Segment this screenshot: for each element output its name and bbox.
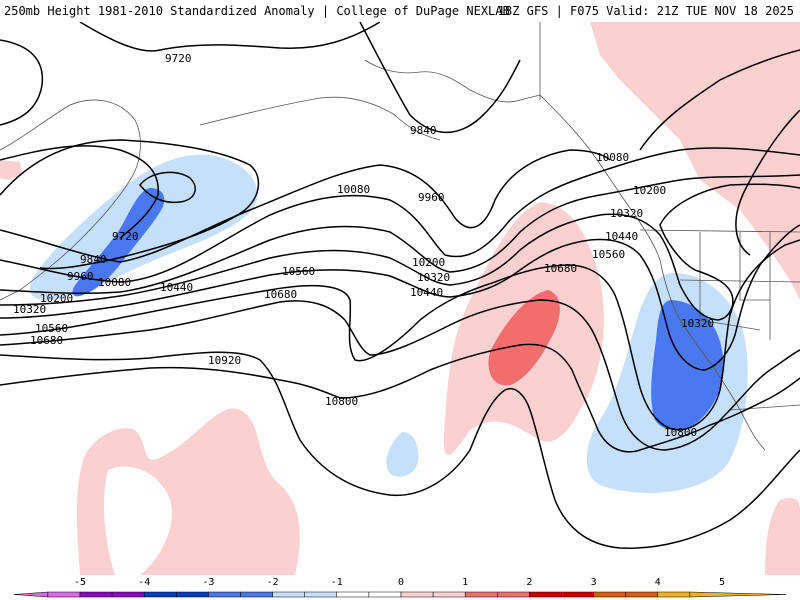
contour-label-9840: 9840 <box>410 124 437 137</box>
contour-label-10560: 10560 <box>282 265 315 278</box>
colorbar-tick-label: 4 <box>655 577 661 588</box>
contour-label-10680: 10680 <box>264 288 297 301</box>
contour-9960 <box>0 149 611 263</box>
colorbar-swatch <box>240 591 273 598</box>
model-run-info: 18Z GFS | F075 Valid: 21Z TUE NOV 18 202… <box>497 4 794 18</box>
colorbar-tick-label: 2 <box>526 577 532 588</box>
contour-label-9960: 9960 <box>418 191 445 204</box>
contour-label-10320: 10320 <box>13 303 46 316</box>
colorbar-tick-label: -5 <box>74 577 86 588</box>
colorbar-swatch <box>304 591 338 598</box>
colorbar-tick-label: -2 <box>267 577 279 588</box>
contour-label-10440: 10440 <box>605 230 638 243</box>
colorbar-swatch <box>593 591 626 598</box>
contour-10560 <box>0 239 800 431</box>
contour-label-10320: 10320 <box>417 271 450 284</box>
contour-label-10680: 10680 <box>30 334 63 347</box>
contour-label-10920: 10920 <box>208 354 241 367</box>
alaska-coast <box>364 59 541 103</box>
anomaly-gap-southwest <box>104 466 172 575</box>
colorbar-min-arrow <box>13 591 49 598</box>
contour-label-10560: 10560 <box>35 322 68 335</box>
contour-9600-left <box>0 39 44 126</box>
map-title: 250mb Height 1981-2010 Standardized Anom… <box>4 4 510 18</box>
colorbar-swatch <box>464 591 498 598</box>
colorbar-swatch <box>400 591 434 598</box>
contour-label-9720: 9720 <box>165 52 192 65</box>
colorbar-swatch <box>272 591 305 598</box>
contour-10320 <box>0 183 800 321</box>
colorbar-ticks: -5 -4 -3 -2 -1 0 1 2 3 4 5 <box>74 577 725 588</box>
mexico-border <box>729 404 800 411</box>
contour-east-trough <box>735 109 800 256</box>
contour-northeast <box>639 49 800 151</box>
colorbar-swatch <box>432 591 466 598</box>
contour-9720 <box>79 22 381 52</box>
contour-label-10800: 10800 <box>325 395 358 408</box>
colorbar-tick-label: 1 <box>462 577 468 588</box>
colorbar-swatch <box>529 591 562 598</box>
contour-label-10200: 10200 <box>40 292 73 305</box>
height-contours <box>0 22 800 549</box>
contour-label-10080: 10080 <box>98 276 131 289</box>
colorbar-swatch <box>176 591 209 598</box>
colorbar-swatches <box>13 591 787 598</box>
contour-label-9840: 9840 <box>80 253 107 266</box>
colorbar-swatch <box>208 591 241 598</box>
contour-10080 <box>0 147 800 283</box>
positive-anomaly-central-core <box>488 290 560 386</box>
positive-anomaly-southeast <box>765 498 800 575</box>
contour-label-10200: 10200 <box>633 184 666 197</box>
colorbar-tick-label: -3 <box>202 577 214 588</box>
colorbar-swatch <box>111 591 145 598</box>
colorbar-swatch <box>657 591 691 598</box>
colorbar-swatch <box>497 591 530 598</box>
aleutian-chain <box>199 96 441 141</box>
colorbar-tick-label: 3 <box>591 577 597 588</box>
colorbar-swatch <box>336 591 370 598</box>
anomaly-colorbar: -5 -4 -3 -2 -1 0 1 2 3 4 5 <box>13 577 787 598</box>
colorbar-swatch <box>47 591 81 598</box>
colorbar-swatch <box>143 591 177 598</box>
contour-label-10320: 10320 <box>681 317 714 330</box>
contour-label-9960: 9960 <box>67 270 94 283</box>
contour-10440 <box>0 224 800 371</box>
contour-9720-low <box>139 171 196 204</box>
canada-us-border <box>639 229 800 233</box>
colorbar-swatch <box>561 591 594 598</box>
contour-10200 <box>0 174 800 295</box>
contour-label-10800: 10800 <box>664 426 697 439</box>
colorbar-swatch <box>368 591 402 598</box>
colorbar-swatch <box>625 591 659 598</box>
colorbar-max-arrow <box>689 591 787 598</box>
map-header: 250mb Height 1981-2010 Standardized Anom… <box>0 0 800 22</box>
negative-anomaly-hawaii <box>386 432 419 477</box>
colorbar-tick-label: -1 <box>331 577 343 588</box>
contour-label-10200: 10200 <box>412 256 445 269</box>
contour-9840-east <box>359 22 521 133</box>
contour-9720-west <box>0 145 159 239</box>
contour-label-10080: 10080 <box>596 151 629 164</box>
negative-anomaly-west-pacific-core <box>72 188 165 297</box>
us-west-coast <box>659 259 766 451</box>
anomaly-map: 9720 9720 9840 9840 9960 9960 10080 1008… <box>0 22 800 575</box>
contour-label-10440: 10440 <box>410 286 443 299</box>
us-state-lines <box>679 232 800 340</box>
contour-label-10560: 10560 <box>592 248 625 261</box>
contour-10920 <box>0 351 800 549</box>
positive-anomaly-westedge <box>0 160 22 180</box>
bc-coast <box>539 94 661 261</box>
colorbar-tick-label: 0 <box>398 577 404 588</box>
colorbar-swatch <box>79 591 113 598</box>
contour-10800 <box>0 343 800 453</box>
positive-anomaly-northeast <box>590 22 800 300</box>
colorbar-tick-label: -4 <box>138 577 150 588</box>
contour-label-9720: 9720 <box>112 230 139 243</box>
contour-label-10080: 10080 <box>337 183 370 196</box>
contour-label-10680: 10680 <box>544 262 577 275</box>
contour-label-10440: 10440 <box>160 281 193 294</box>
colorbar-tick-label: 5 <box>719 577 725 588</box>
contour-label-10320: 10320 <box>610 207 643 220</box>
contour-labels: 9720 9720 9840 9840 9960 9960 10080 1008… <box>13 52 714 439</box>
